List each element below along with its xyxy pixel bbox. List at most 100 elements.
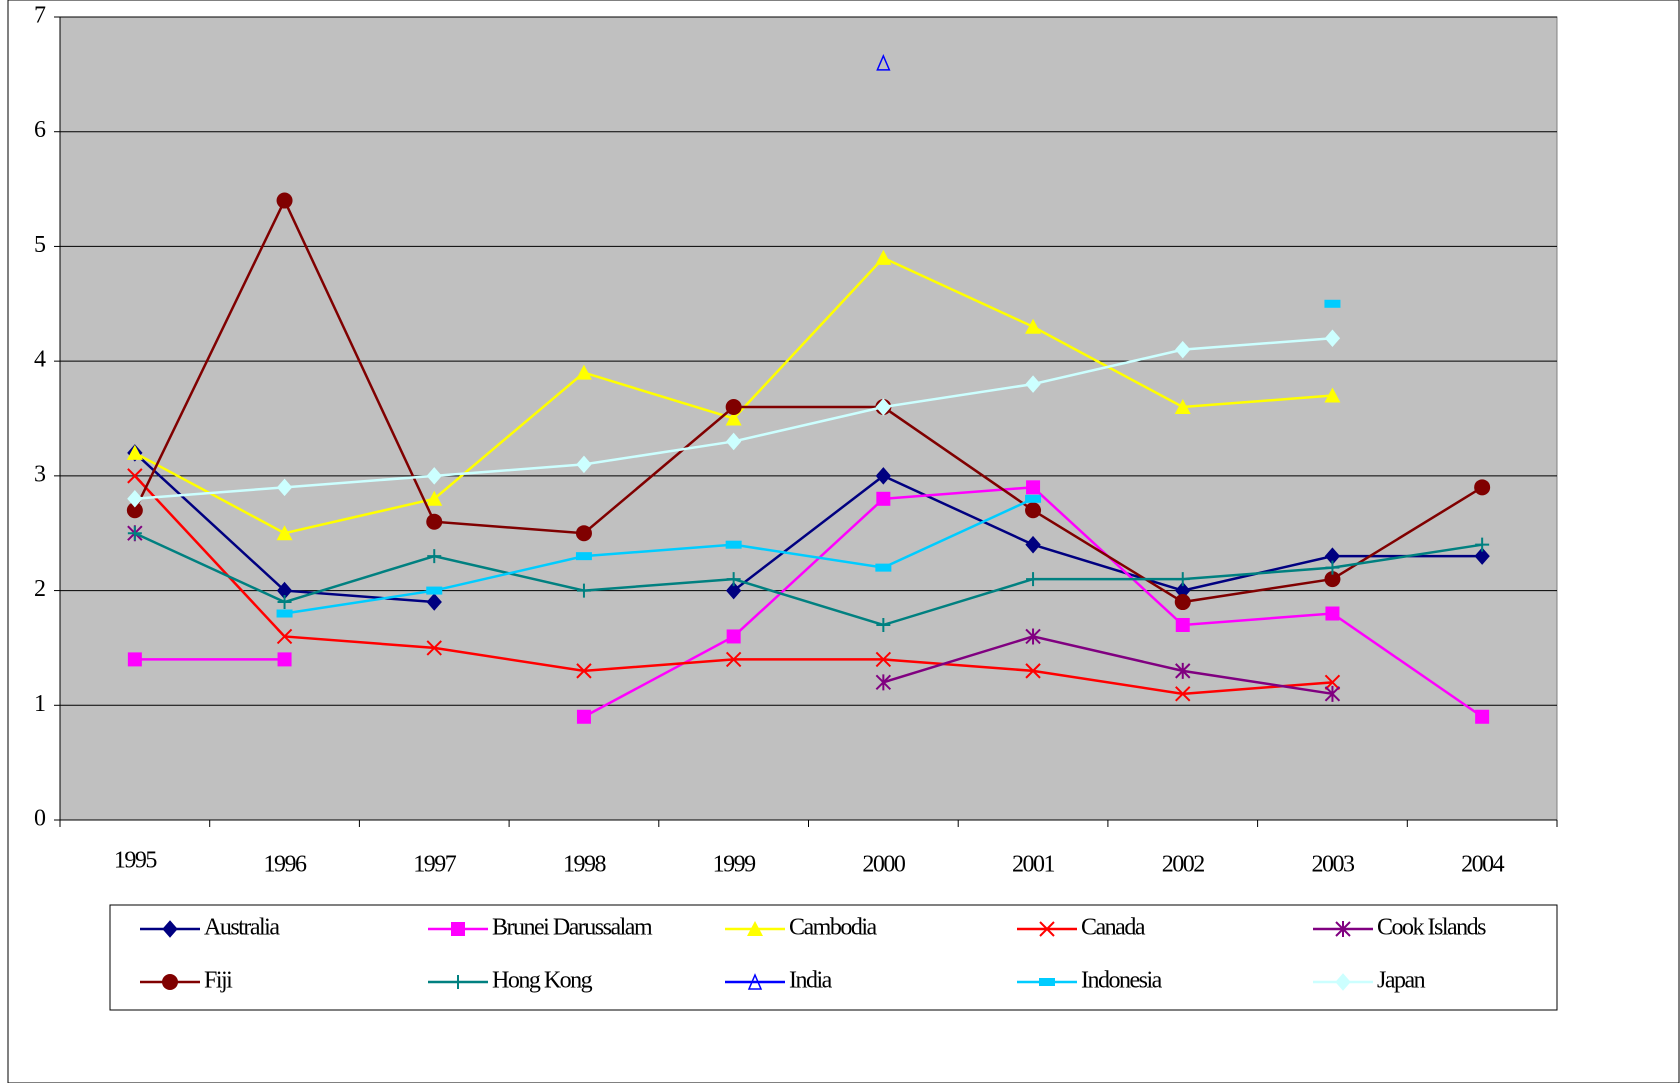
x-tick-label: 1999 — [713, 852, 757, 878]
x-tick-label: 2004 — [1461, 852, 1505, 878]
marker — [276, 525, 293, 541]
marker — [875, 651, 892, 668]
marker — [1025, 663, 1041, 679]
series — [127, 444, 1490, 611]
marker — [1475, 709, 1490, 724]
marker — [747, 921, 763, 936]
marker — [451, 922, 465, 936]
series — [127, 480, 1490, 724]
marker — [426, 513, 443, 530]
marker — [576, 709, 591, 724]
marker — [876, 491, 891, 506]
marker — [1325, 560, 1340, 575]
legend-label: Cambodia — [789, 915, 877, 941]
marker — [1174, 594, 1191, 611]
marker — [126, 502, 143, 519]
marker — [127, 526, 142, 541]
marker — [276, 628, 293, 645]
marker — [576, 663, 592, 679]
legend-label: Hong Kong — [492, 968, 593, 994]
marker — [575, 525, 592, 542]
marker — [1324, 685, 1341, 702]
x-tick-label: 1995 — [114, 848, 158, 874]
marker — [1325, 606, 1340, 621]
marker — [1025, 318, 1042, 334]
y-tick-label: 5 — [34, 232, 46, 258]
marker — [1174, 399, 1191, 415]
marker — [875, 467, 892, 485]
legend-box — [109, 904, 1558, 1011]
series — [126, 192, 1491, 611]
legend-label: Canada — [1081, 915, 1146, 941]
marker — [127, 490, 143, 508]
marker — [277, 652, 292, 667]
marker — [426, 593, 442, 611]
marker — [1026, 572, 1041, 587]
marker — [725, 581, 742, 600]
y-tick-label: 0 — [34, 806, 46, 832]
marker — [1025, 502, 1042, 519]
marker — [426, 586, 443, 595]
marker — [725, 432, 742, 451]
legend-label: India — [789, 968, 833, 994]
marker — [1324, 299, 1341, 308]
marker — [575, 552, 592, 561]
x-tick-label: 1998 — [563, 852, 607, 878]
marker — [1175, 686, 1191, 702]
marker — [1324, 387, 1341, 403]
legend-item: Fiji — [140, 968, 235, 994]
series-line — [882, 635, 1333, 696]
series — [127, 526, 1490, 632]
marker — [1175, 340, 1191, 359]
marker — [725, 399, 742, 416]
legend-label: Cook Islands — [1377, 915, 1486, 941]
x-tick-label: 1997 — [413, 852, 457, 878]
marker — [1474, 547, 1490, 565]
marker — [127, 468, 143, 484]
marker — [725, 651, 742, 668]
legend-label: Fiji — [204, 968, 233, 994]
series — [276, 299, 1341, 618]
marker — [875, 674, 892, 691]
marker — [276, 478, 293, 497]
marker — [277, 595, 292, 610]
marker — [426, 467, 442, 485]
marker — [426, 490, 443, 506]
x-tick-label: 2001 — [1012, 852, 1055, 878]
y-tick-label: 7 — [34, 3, 46, 29]
legend-item: Brunei Darussalam — [428, 915, 654, 941]
marker — [1175, 572, 1190, 587]
marker — [576, 583, 591, 598]
marker — [276, 609, 293, 618]
marker — [162, 974, 178, 990]
marker — [1474, 479, 1491, 496]
legend-item: Canada — [1017, 915, 1147, 941]
marker — [1039, 978, 1055, 986]
marker — [875, 398, 892, 416]
marker — [1324, 329, 1341, 347]
marker — [126, 444, 143, 460]
marker — [725, 540, 742, 549]
legend-label: Brunei Darussalam — [492, 915, 653, 941]
marker — [726, 629, 741, 644]
marker — [1039, 921, 1055, 937]
marker — [875, 563, 892, 572]
marker — [1324, 571, 1341, 588]
legend-item: India — [725, 968, 834, 994]
marker — [1335, 973, 1351, 991]
marker — [127, 652, 142, 667]
y-tick-label: 2 — [34, 576, 46, 602]
marker — [1324, 674, 1341, 691]
legend-item: Japan — [1313, 968, 1427, 994]
legend-label: Australia — [204, 915, 280, 941]
x-tick-label: 1996 — [264, 852, 308, 878]
legend-label: Indonesia — [1081, 968, 1163, 994]
legend-item: Indonesia — [1017, 968, 1164, 994]
marker — [726, 572, 741, 587]
marker — [451, 975, 465, 989]
marker — [1026, 480, 1041, 495]
marker — [1025, 494, 1042, 503]
y-tick-label: 1 — [34, 691, 46, 717]
marker — [276, 192, 293, 209]
